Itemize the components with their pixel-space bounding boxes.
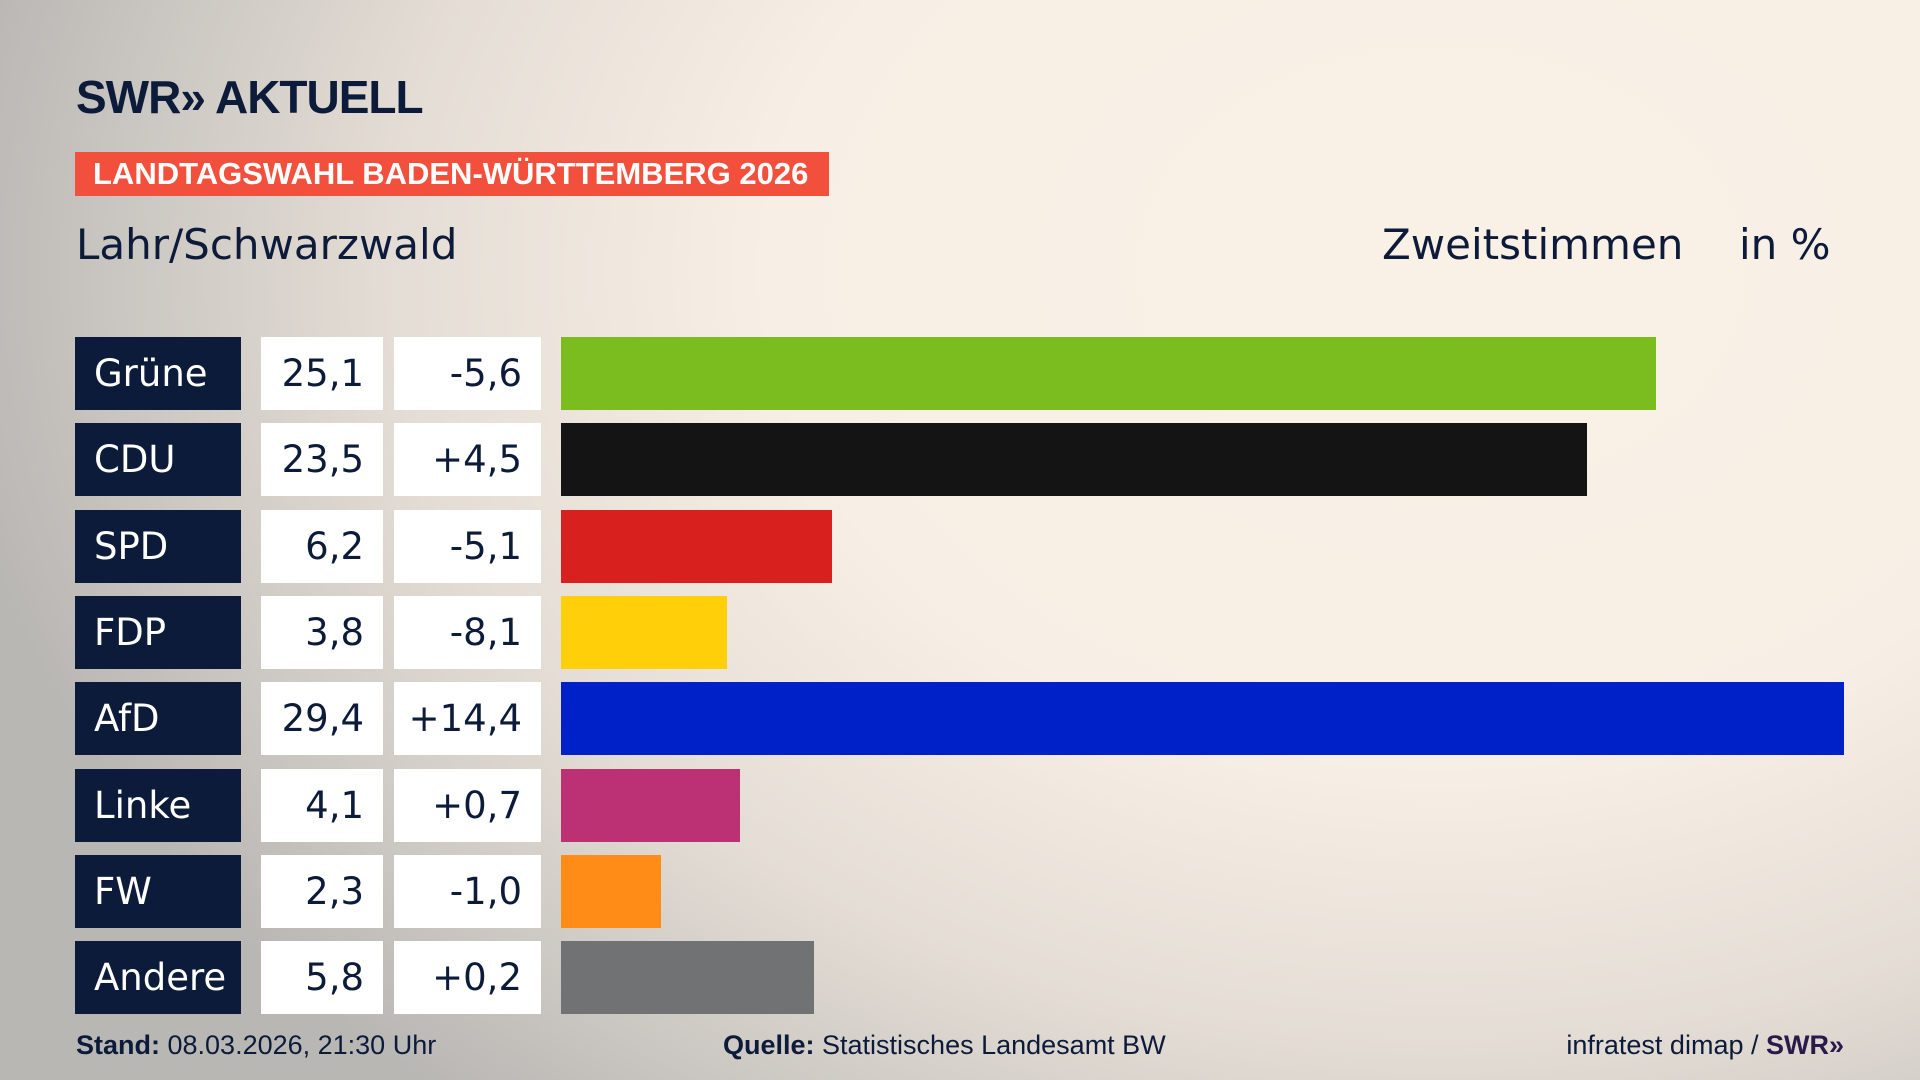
result-row: Andere 5,8 +0,2 <box>0 941 1920 1015</box>
diff-label: -1,0 <box>394 854 541 928</box>
value-label: 5,8 <box>261 941 383 1015</box>
value-label: 23,5 <box>261 423 383 497</box>
diff-label: -5,6 <box>394 337 541 410</box>
source-label: Quelle: <box>723 1030 815 1060</box>
credit: infratest dimap / SWR» <box>1566 1030 1844 1061</box>
diff-label: +0,2 <box>394 941 541 1015</box>
stand-value: 08.03.2026, 21:30 Uhr <box>160 1030 437 1060</box>
result-row: FW 2,3 -1,0 <box>0 854 1920 928</box>
party-label: Linke <box>75 768 241 842</box>
election-banner: LANDTAGSWAHL BADEN-WÜRTTEMBERG 2026 <box>75 152 829 196</box>
party-label: CDU <box>75 423 241 497</box>
result-row: FDP 3,8 -8,1 <box>0 595 1920 669</box>
diff-label: -5,1 <box>394 509 541 583</box>
value-label: 4,1 <box>261 768 383 842</box>
result-row: AfD 29,4 +14,4 <box>0 682 1920 756</box>
swr-logo: SWR» <box>1765 1030 1844 1060</box>
bar <box>561 337 1657 410</box>
party-label: Grüne <box>75 337 241 410</box>
value-label: 25,1 <box>261 337 383 410</box>
bar <box>561 595 727 669</box>
result-row: Linke 4,1 +0,7 <box>0 768 1920 842</box>
bar <box>561 509 832 583</box>
swr-aktuell-logo: SWR» AKTUELL <box>76 71 424 123</box>
party-label: FDP <box>75 595 241 669</box>
result-row: Grüne 25,1 -5,6 <box>0 337 1920 410</box>
value-label: 29,4 <box>261 682 383 756</box>
party-label: SPD <box>75 509 241 583</box>
measure-label: Zweitstimmen <box>1382 220 1684 269</box>
stand-label: Stand: <box>76 1030 160 1060</box>
diff-label: +14,4 <box>394 682 541 756</box>
result-row: SPD 6,2 -5,1 <box>0 509 1920 583</box>
timestamp: Stand: 08.03.2026, 21:30 Uhr <box>76 1030 436 1061</box>
value-label: 6,2 <box>261 509 383 583</box>
value-label: 2,3 <box>261 854 383 928</box>
credit-text: infratest dimap / <box>1566 1030 1766 1060</box>
diff-label: +0,7 <box>394 768 541 842</box>
source-value: Statistisches Landesamt BW <box>814 1030 1166 1060</box>
bar <box>561 423 1587 497</box>
result-row: CDU 23,5 +4,5 <box>0 423 1920 497</box>
source: Quelle: Statistisches Landesamt BW <box>723 1030 1166 1061</box>
diff-label: -8,1 <box>394 595 541 669</box>
party-label: FW <box>75 854 241 928</box>
region-title: Lahr/Schwarzwald <box>76 220 458 269</box>
unit-label: in % <box>1739 220 1831 269</box>
bar <box>561 854 662 928</box>
diff-label: +4,5 <box>394 423 541 497</box>
bar <box>561 941 815 1015</box>
bar <box>561 682 1844 756</box>
value-label: 3,8 <box>261 595 383 669</box>
party-label: AfD <box>75 682 241 756</box>
bar <box>561 768 740 842</box>
party-label: Andere <box>75 941 241 1015</box>
